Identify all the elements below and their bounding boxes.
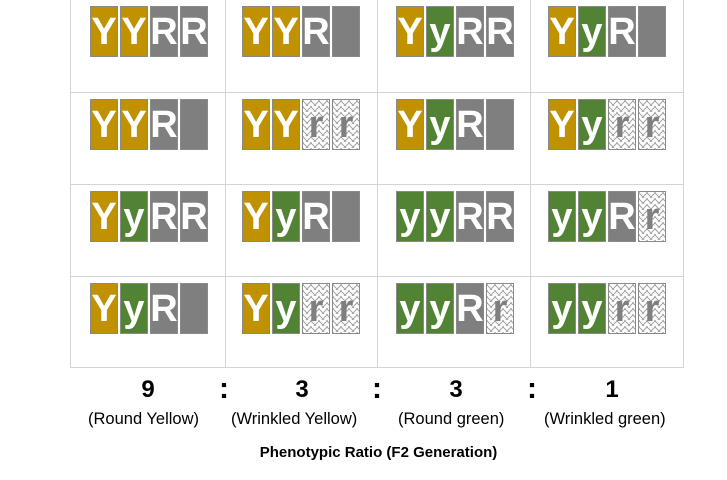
allele-tile-dominant-r: R	[180, 191, 208, 242]
allele-tile-dominant-y: Y	[396, 6, 424, 57]
allele-tile-dominant-r: R	[150, 283, 178, 334]
allele-tile-dominant-y: Y	[242, 191, 270, 242]
allele-tile-dominant-y: Y	[120, 6, 148, 57]
allele-tile-dominant-r: R	[180, 6, 208, 57]
allele-tile-dominant-r: R	[150, 191, 178, 242]
allele-tile-recessive-r: r	[638, 283, 666, 334]
allele-tile-dominant-r: R	[486, 191, 514, 242]
ratio-title: Phenotypic Ratio (F2 Generation)	[259, 444, 498, 461]
allele-tile-dominant-r: R	[456, 191, 484, 242]
allele-tile-dominant-y: Y	[548, 99, 576, 150]
ratio-value-wrinkled-green: 1	[605, 376, 619, 403]
phenotype-label-wrinkled-green: (Wrinkled green)	[544, 410, 666, 428]
allele-tile-recessive-y: y	[578, 6, 606, 57]
allele-tile-blank	[180, 99, 208, 150]
allele-tile-recessive-r: r	[332, 283, 360, 334]
allele-tile-recessive-y: y	[548, 191, 576, 242]
allele-tile-dominant-y: Y	[90, 99, 118, 150]
allele-tile-dominant-r: R	[456, 283, 484, 334]
allele-tile-blank	[332, 6, 360, 57]
allele-tile-dominant-r: R	[150, 99, 178, 150]
allele-tile-dominant-y: Y	[272, 6, 300, 57]
allele-tile-recessive-y: y	[548, 283, 576, 334]
phenotype-label-round-yellow: (Round Yellow)	[88, 410, 199, 428]
allele-tile-dominant-y: Y	[90, 283, 118, 334]
allele-tile-dominant-r: R	[456, 99, 484, 150]
allele-tile-dominant-y: Y	[242, 283, 270, 334]
allele-tile-dominant-y: Y	[548, 6, 576, 57]
grid-divider	[70, 276, 684, 277]
allele-tile-blank	[638, 6, 666, 57]
allele-tile-recessive-y: y	[426, 99, 454, 150]
allele-tile-dominant-r: R	[302, 191, 330, 242]
ratio-value-round-yellow: 9	[141, 376, 155, 403]
phenotype-label-wrinkled-yellow: (Wrinkled Yellow)	[231, 410, 358, 428]
allele-tile-blank	[180, 283, 208, 334]
allele-tile-recessive-r: r	[332, 99, 360, 150]
allele-tile-recessive-r: r	[638, 191, 666, 242]
allele-tile-recessive-y: y	[396, 191, 424, 242]
allele-tile-recessive-y: y	[120, 191, 148, 242]
allele-tile-recessive-y: y	[578, 283, 606, 334]
allele-tile-recessive-r: r	[302, 99, 330, 150]
grid-divider	[70, 184, 684, 185]
allele-tile-dominant-r: R	[302, 6, 330, 57]
ratio-value-round-green: 3	[449, 376, 463, 403]
allele-tile-dominant-r: R	[608, 191, 636, 242]
ratio-value-wrinkled-yellow: 3	[295, 376, 309, 403]
allele-tile-recessive-r: r	[486, 283, 514, 334]
allele-tile-recessive-r: r	[608, 283, 636, 334]
allele-tile-dominant-y: Y	[242, 6, 270, 57]
allele-tile-recessive-y: y	[578, 99, 606, 150]
grid-divider	[70, 92, 684, 93]
allele-tile-recessive-y: y	[272, 191, 300, 242]
allele-tile-dominant-y: Y	[242, 99, 270, 150]
allele-tile-recessive-y: y	[120, 283, 148, 334]
allele-tile-dominant-r: R	[150, 6, 178, 57]
allele-tile-recessive-r: r	[608, 99, 636, 150]
allele-tile-recessive-y: y	[426, 283, 454, 334]
allele-tile-recessive-r: r	[302, 283, 330, 334]
allele-tile-dominant-y: Y	[90, 191, 118, 242]
phenotype-label-round-green: (Round green)	[398, 410, 505, 428]
allele-tile-blank	[332, 191, 360, 242]
ratio-separator: :	[527, 372, 537, 405]
allele-tile-recessive-y: y	[426, 191, 454, 242]
allele-tile-dominant-r: R	[486, 6, 514, 57]
allele-tile-dominant-y: Y	[272, 99, 300, 150]
allele-tile-dominant-r: R	[456, 6, 484, 57]
allele-tile-dominant-r: R	[608, 6, 636, 57]
ratio-separator: :	[372, 372, 382, 405]
allele-tile-recessive-y: y	[426, 6, 454, 57]
allele-tile-recessive-r: r	[638, 99, 666, 150]
allele-tile-blank	[486, 99, 514, 150]
allele-tile-recessive-y: y	[272, 283, 300, 334]
allele-tile-dominant-y: Y	[90, 6, 118, 57]
allele-tile-dominant-y: Y	[120, 99, 148, 150]
allele-tile-recessive-y: y	[396, 283, 424, 334]
allele-tile-recessive-y: y	[578, 191, 606, 242]
ratio-separator: :	[219, 372, 229, 405]
allele-tile-dominant-y: Y	[396, 99, 424, 150]
